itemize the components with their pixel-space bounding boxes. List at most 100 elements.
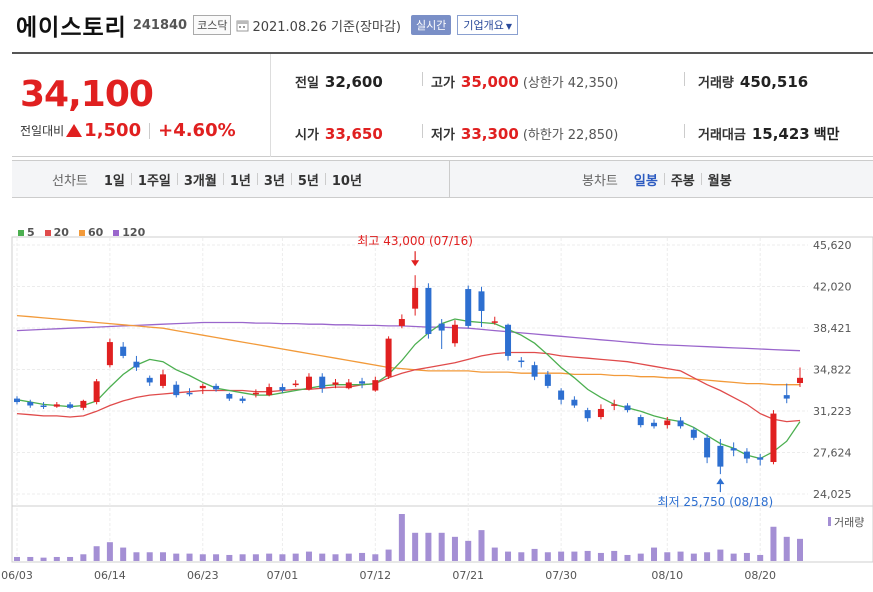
volume-bar: [252, 554, 259, 561]
range-1w[interactable]: 1주일: [137, 173, 171, 189]
legend-swatch: [18, 229, 24, 236]
volume-bar: [531, 548, 538, 561]
candle-body: [27, 402, 34, 406]
range-5y[interactable]: 5년: [297, 173, 319, 189]
x-tick-label: 07/01: [267, 569, 299, 582]
legend-swatch: [113, 229, 120, 236]
legend-swatch: [78, 229, 85, 236]
candle-monthly[interactable]: 월봉: [707, 173, 732, 189]
volume-stat: 거래량 450,516: [698, 72, 808, 91]
lower-limit-label: (하한가: [522, 128, 564, 143]
volume-bar: [120, 547, 127, 561]
y-tick-label: 27,624: [813, 447, 852, 460]
x-tick-label: 06/14: [94, 569, 126, 582]
range-3m[interactable]: 3개월: [183, 173, 217, 189]
open-price: 시가 33,650: [295, 124, 383, 143]
amount-label: 거래대금: [698, 128, 746, 143]
volume-bar: [664, 552, 671, 561]
legend-item: 60: [78, 226, 103, 239]
volume-legend-swatch: [828, 517, 831, 526]
volume-bar: [637, 553, 644, 561]
volume-bar: [398, 514, 405, 561]
x-tick-label: 06/03: [1, 569, 33, 582]
candle-body: [186, 392, 193, 395]
open-value: 33,650: [324, 125, 383, 143]
divider: [700, 173, 702, 185]
volume-bar: [359, 552, 366, 561]
candle-body: [597, 408, 604, 418]
volume-bar: [213, 554, 220, 561]
ma120-line: [16, 321, 801, 352]
candle-body: [451, 324, 458, 344]
candle-body: [690, 429, 697, 438]
candle-body: [637, 417, 644, 426]
legend-label: 20: [53, 226, 69, 239]
overview-label: 기업개요: [463, 19, 504, 32]
volume-bar: [305, 551, 312, 561]
divider: [222, 173, 224, 185]
legend-item: 20: [44, 226, 69, 239]
volume-bar: [67, 556, 74, 561]
volume-bar: [385, 549, 392, 561]
realtime-button[interactable]: 실시간: [410, 15, 452, 35]
open-label: 시가: [295, 128, 319, 143]
candle-body: [757, 457, 764, 460]
divider: [684, 124, 685, 138]
volume-bar: [53, 556, 60, 561]
divider: [684, 72, 685, 86]
range-1d[interactable]: 1일: [103, 173, 125, 189]
y-tick-label: 42,020: [813, 281, 852, 294]
candle-body: [730, 448, 737, 451]
volume-bar: [438, 532, 445, 561]
range-10y[interactable]: 10년: [331, 173, 362, 189]
volume-bar: [279, 554, 286, 561]
change-percent: +4.60%: [158, 120, 236, 141]
candle-body: [770, 413, 777, 463]
volume-bar: [332, 554, 339, 561]
max-arrow-head-icon: [411, 260, 420, 267]
volume-bar: [266, 553, 273, 561]
candle-body: [438, 323, 445, 331]
prev-close-value: 32,600: [324, 73, 383, 91]
divider: [290, 173, 292, 185]
candle-body: [14, 398, 20, 403]
candle-body: [743, 451, 750, 459]
volume-bar: [717, 549, 724, 561]
volume-bar: [558, 551, 565, 561]
volume-bar: [651, 547, 658, 561]
volume-bar: [40, 557, 47, 561]
candle-body: [544, 374, 551, 386]
candle-body: [425, 287, 432, 335]
volume-bar: [518, 552, 525, 561]
volume-bar: [14, 556, 20, 561]
candle-body: [385, 338, 392, 377]
candle-body: [412, 287, 419, 309]
calendar-icon: [236, 20, 249, 31]
volume-bar: [491, 547, 498, 561]
volume-bar: [690, 553, 697, 561]
chart-legend: 5 20 60 120: [18, 226, 155, 239]
range-3y[interactable]: 3년: [263, 173, 285, 189]
low-label: 저가: [431, 128, 455, 143]
company-overview-dropdown[interactable]: 기업개요 ▼: [457, 15, 518, 35]
candle-body: [584, 410, 591, 419]
market-badge: 코스닥: [193, 15, 232, 35]
trading-amount: 거래대금 15,423 백만: [698, 124, 840, 144]
stock-header: 에이스토리 241840 코스닥 2021.08.26 기준(장마감) 실시간 …: [16, 8, 518, 42]
volume-bar: [544, 552, 551, 561]
divider: [422, 124, 423, 138]
candle-body: [664, 420, 671, 426]
low-value: 33,300: [460, 125, 519, 143]
candle-weekly[interactable]: 주봉: [670, 173, 695, 189]
divider: [449, 161, 450, 197]
y-tick-label: 38,421: [813, 322, 852, 335]
chart-toolbar: 선차트 1일 1주일 3개월 1년 3년 5년 10년 봉차트 일봉 주봉 월봉: [12, 160, 873, 198]
volume-bar: [239, 554, 246, 561]
range-1y[interactable]: 1년: [229, 173, 251, 189]
volume-bar: [319, 553, 326, 561]
candle-body: [252, 392, 259, 395]
volume-bar: [186, 553, 193, 561]
candle-daily[interactable]: 일봉: [633, 173, 658, 189]
volume-bar: [611, 550, 618, 561]
x-tick-label: 07/21: [452, 569, 484, 582]
